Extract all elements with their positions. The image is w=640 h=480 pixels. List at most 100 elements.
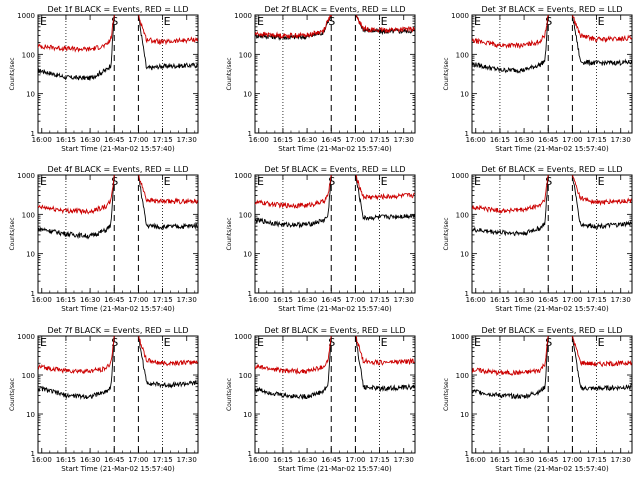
x-tick-label: 17:00 [562, 136, 582, 144]
panel-title: Det 2f BLACK = Events, RED = LLD [264, 5, 405, 14]
y-tick-label: 10 [460, 411, 469, 419]
x-tick-label: 16:30 [297, 136, 317, 144]
start-marker-label: E [474, 15, 481, 28]
middle-marker-label: S [328, 336, 335, 349]
x-tick-label: 17:00 [128, 296, 148, 304]
x-tick-label: 17:30 [394, 456, 414, 464]
plot-frame [37, 14, 199, 134]
y-tick-label: 10 [26, 411, 35, 419]
y-tick-label: 100 [22, 211, 35, 219]
x-tick-label: 17:30 [611, 136, 631, 144]
start-marker-label: E [40, 15, 47, 28]
x-tick-label: 16:45 [538, 136, 558, 144]
lld-series-line [255, 15, 415, 40]
x-tick-label: 17:00 [562, 456, 582, 464]
x-tick-label: 17:15 [369, 456, 389, 464]
lld-series-line [472, 175, 632, 215]
end-marker-label: E [164, 175, 171, 188]
lld-series-line [472, 336, 632, 377]
panel-title: Det 8f BLACK = Events, RED = LLD [264, 326, 405, 335]
middle-marker-label: S [111, 175, 118, 188]
x-tick-label: 16:30 [297, 296, 317, 304]
detector-panel: Det 7f BLACK = Events, RED = LLD 1 10 100 10… [9, 326, 199, 473]
y-tick-label: 10 [26, 251, 35, 259]
x-tick-label: 16:15 [56, 456, 76, 464]
x-tick-label: 16:45 [104, 136, 124, 144]
x-tick-label: 16:00 [249, 136, 269, 144]
events-series-line [38, 175, 198, 240]
y-tick-label: 100 [239, 372, 252, 380]
x-tick-label: 16:30 [514, 136, 534, 144]
panel-title: Det 4f BLACK = Events, RED = LLD [47, 165, 188, 174]
end-marker-label: E [598, 175, 605, 188]
detector-panel: Det 5f BLACK = Events, RED = LLD 1 10 100 10… [226, 165, 416, 313]
y-tick-label: 1 [31, 130, 35, 138]
lld-series-line [38, 175, 198, 216]
detector-panel: Det 4f BLACK = Events, RED = LLD 1 10 100 10… [9, 165, 199, 313]
y-axis-label: Counts/sec [443, 378, 450, 411]
x-tick-label: 16:45 [538, 456, 558, 464]
x-axis-label: Start Time (21-Mar-02 15:57:40) [61, 145, 175, 153]
x-tick-label: 16:30 [80, 136, 100, 144]
x-tick-label: 17:00 [345, 456, 365, 464]
end-marker-label: E [381, 15, 388, 28]
end-marker-label: E [164, 336, 171, 349]
y-axis-label: Counts/sec [226, 57, 233, 90]
x-tick-label: 17:15 [586, 136, 606, 144]
x-tick-label: 17:00 [345, 136, 365, 144]
x-tick-label: 17:15 [369, 136, 389, 144]
y-tick-label: 1 [31, 450, 35, 458]
x-tick-label: 17:00 [562, 296, 582, 304]
y-tick-label: 100 [239, 211, 252, 219]
end-marker-label: E [381, 175, 388, 188]
x-tick-label: 17:00 [345, 296, 365, 304]
plot-frame [471, 335, 633, 454]
x-tick-label: 16:15 [273, 296, 293, 304]
x-tick-label: 16:30 [80, 456, 100, 464]
plot-frame [471, 174, 633, 294]
events-series-line [38, 15, 198, 81]
events-series-line [472, 175, 632, 237]
y-tick-label: 1 [248, 450, 252, 458]
x-tick-label: 16:00 [466, 456, 486, 464]
lld-series-line [38, 15, 198, 53]
events-series-line [472, 15, 632, 74]
y-tick-label: 1000 [234, 172, 252, 180]
end-marker-label: E [598, 15, 605, 28]
plot-frame [37, 335, 199, 454]
x-tick-label: 16:30 [297, 456, 317, 464]
x-tick-label: 16:45 [321, 296, 341, 304]
y-tick-label: 1000 [234, 12, 252, 20]
x-tick-label: 17:15 [152, 136, 172, 144]
detector-panel: Det 8f BLACK = Events, RED = LLD 1 10 100 10… [226, 326, 416, 473]
x-tick-label: 17:30 [177, 136, 197, 144]
y-tick-label: 100 [22, 372, 35, 380]
x-axis-label: Start Time (21-Mar-02 15:57:40) [495, 465, 609, 473]
y-tick-label: 1000 [17, 172, 35, 180]
x-tick-label: 16:00 [32, 136, 52, 144]
detector-panel: Det 2f BLACK = Events, RED = LLD 1 10 100 10… [226, 5, 416, 153]
x-tick-label: 17:15 [152, 296, 172, 304]
events-series-line [255, 175, 415, 229]
y-axis-label: Counts/sec [226, 378, 233, 411]
start-marker-label: E [257, 175, 264, 188]
y-tick-label: 1 [248, 290, 252, 298]
y-tick-label: 100 [456, 372, 469, 380]
x-tick-label: 16:30 [514, 296, 534, 304]
y-tick-label: 1 [31, 290, 35, 298]
x-tick-label: 17:15 [586, 456, 606, 464]
y-tick-label: 1 [465, 450, 469, 458]
x-tick-label: 16:00 [32, 296, 52, 304]
y-tick-label: 1000 [234, 333, 252, 341]
panel-title: Det 6f BLACK = Events, RED = LLD [481, 165, 622, 174]
x-tick-label: 16:15 [273, 456, 293, 464]
x-tick-label: 17:15 [369, 296, 389, 304]
end-marker-label: E [598, 336, 605, 349]
x-tick-label: 17:00 [128, 456, 148, 464]
x-tick-label: 17:15 [152, 456, 172, 464]
y-tick-label: 10 [460, 91, 469, 99]
x-tick-label: 17:00 [128, 136, 148, 144]
events-series-line [472, 336, 632, 400]
y-axis-label: Counts/sec [226, 217, 233, 250]
